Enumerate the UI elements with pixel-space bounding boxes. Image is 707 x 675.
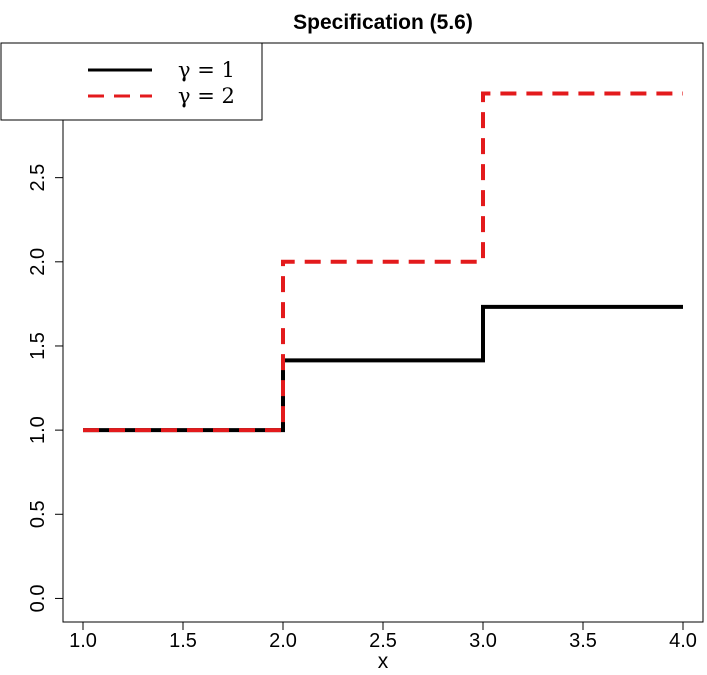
x-tick-label: 1.0	[69, 630, 97, 652]
x-tick-label: 3.5	[569, 630, 597, 652]
y-tick-label: 2.0	[27, 248, 49, 276]
y-axis: 0.00.51.01.52.02.53.0	[27, 80, 63, 613]
legend-label-2: γ = 2	[178, 84, 235, 108]
series-line-1	[83, 304, 683, 433]
series-layer	[83, 91, 683, 433]
chart-title: Specification (5.6)	[293, 11, 473, 34]
x-tick-label: 1.5	[169, 630, 197, 652]
legend-label-1: γ = 1	[178, 58, 235, 82]
x-tick-label: 2.5	[369, 630, 397, 652]
legend-box	[0, 42, 263, 121]
x-tick-label: 4.0	[669, 630, 697, 652]
y-tick-label: 0.5	[27, 500, 49, 528]
x-tick-label: 3.0	[469, 630, 497, 652]
y-tick-label: 0.0	[27, 585, 49, 613]
legend: γ = 1γ = 2	[0, 42, 263, 121]
y-tick-label: 1.5	[27, 332, 49, 360]
x-axis-label: x	[378, 650, 389, 673]
plot-frame	[62, 42, 704, 623]
y-tick-label: 1.0	[27, 416, 49, 444]
series-line-2	[83, 91, 683, 433]
y-tick-label: 2.5	[27, 164, 49, 192]
x-tick-label: 2.0	[269, 630, 297, 652]
x-axis: 1.0 1.5 2.0 2.5 3.0 3.5 4.0	[69, 622, 697, 652]
